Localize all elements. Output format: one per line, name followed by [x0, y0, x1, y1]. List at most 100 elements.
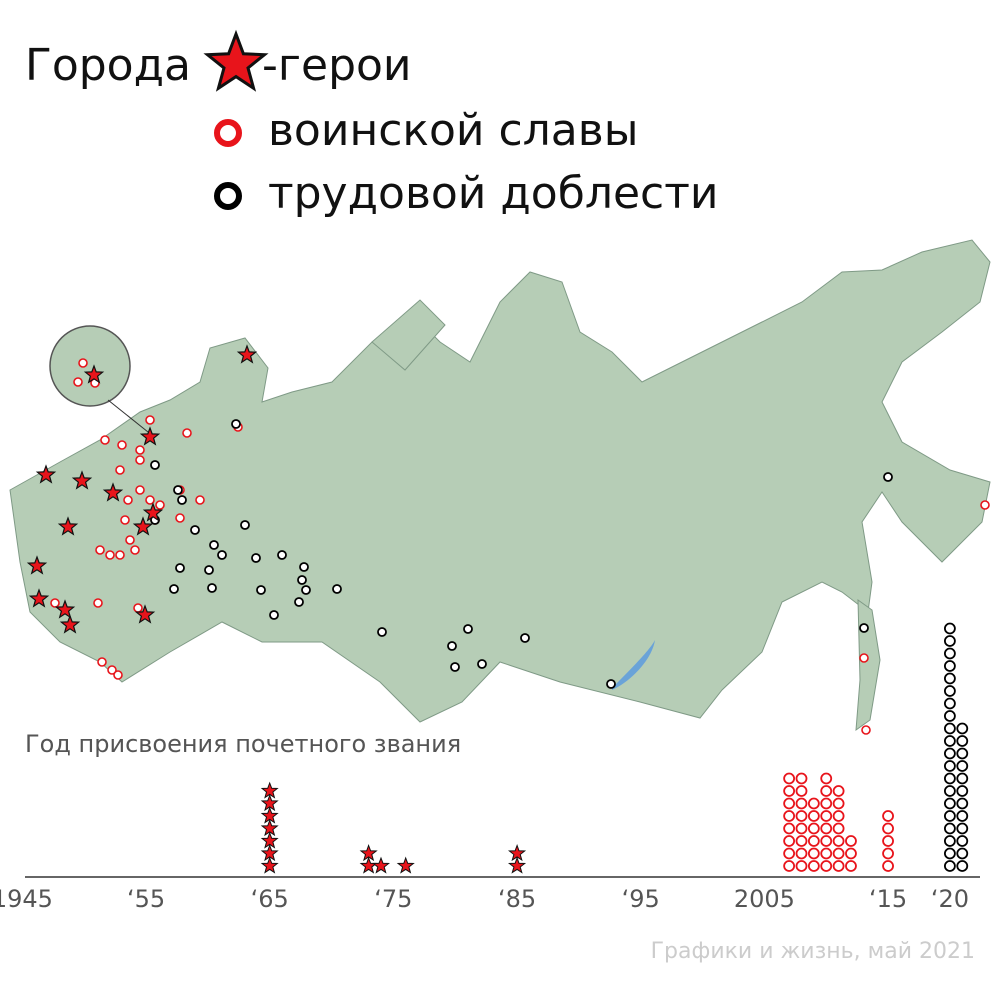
star-symbol: [372, 856, 390, 874]
ring-symbol: [943, 747, 956, 760]
ring-symbol: [795, 810, 808, 822]
ring-symbol: [783, 822, 796, 835]
x-tick-label: ‘20: [931, 885, 969, 913]
star-symbol: [236, 344, 258, 364]
dot-column: [845, 835, 857, 872]
dot-column: [943, 622, 956, 872]
ring-symbol: [943, 860, 956, 872]
ring-symbol: [217, 550, 227, 560]
legend-label: -герои: [262, 40, 412, 91]
dot-column: [359, 844, 378, 874]
ring-symbol: [463, 624, 473, 634]
x-tick-label: ‘95: [622, 885, 660, 913]
dot-column: [372, 856, 390, 874]
dot-column: [956, 722, 969, 872]
star-symbol: [508, 844, 527, 862]
lake-baikal: [612, 640, 655, 690]
ring-symbol: [832, 860, 845, 872]
ring-symbol: [820, 797, 833, 810]
dot-column: [820, 772, 833, 872]
ring-symbol: [269, 610, 279, 620]
ring-symbol: [943, 635, 956, 647]
ring-symbol: [956, 772, 969, 785]
ring-symbol: [956, 835, 969, 847]
ring-symbol: [100, 435, 110, 445]
ring-symbol: [882, 810, 894, 822]
ring-symbol: [807, 860, 820, 872]
ring-symbol: [73, 377, 83, 387]
ring-symbol: [78, 358, 88, 368]
ring-symbol: [956, 860, 969, 872]
ring-symbol: [943, 735, 956, 747]
ring-symbol: [130, 545, 140, 555]
ring-symbol: [807, 847, 820, 860]
sakhalin: [855, 599, 881, 732]
ring-symbol: [956, 822, 969, 835]
ring-symbol: [783, 785, 796, 797]
ring-symbol: [207, 583, 217, 593]
ring-symbol: [377, 627, 387, 637]
legend-label: трудовой доблести: [268, 168, 718, 219]
ring-symbol: [795, 860, 808, 872]
ring-symbol: [214, 119, 242, 147]
star-symbol: [134, 604, 156, 624]
ring-symbol: [943, 697, 956, 710]
ring-symbol: [795, 785, 808, 797]
ring-symbol: [477, 659, 487, 669]
ring-symbol: [943, 772, 956, 785]
x-tick-label: 2005: [734, 885, 795, 913]
ring-symbol: [956, 760, 969, 772]
ring-symbol: [332, 584, 342, 594]
ring-symbol: [150, 460, 160, 470]
ring-symbol: [299, 562, 309, 572]
ring-symbol: [943, 622, 956, 635]
ring-symbol: [177, 495, 187, 505]
ring-symbol: [195, 495, 205, 505]
ring-symbol: [820, 822, 833, 835]
ring-symbol: [190, 525, 200, 535]
ring-symbol: [820, 860, 833, 872]
source: Графики и жизнь, май 2021: [651, 939, 975, 964]
inset-leader: [107, 399, 149, 433]
star-symbol: [508, 856, 527, 874]
ring-symbol: [882, 860, 894, 872]
star-symbol: [132, 516, 154, 536]
ring-symbol: [820, 785, 833, 797]
ring-symbol: [204, 565, 214, 575]
ring-symbol: [861, 725, 871, 735]
star-symbol: [26, 555, 48, 575]
ring-symbol: [301, 585, 311, 595]
star-symbol: [260, 806, 279, 824]
ring-symbol: [256, 585, 266, 595]
star-symbol: [139, 426, 161, 446]
ring-symbol: [447, 641, 457, 651]
ring-symbol: [125, 535, 135, 545]
ring-symbol: [520, 633, 530, 643]
dot-column: [832, 785, 845, 872]
ring-symbol: [883, 472, 893, 482]
ring-symbol: [135, 445, 145, 455]
star-symbol: [35, 464, 57, 484]
ring-symbol: [956, 785, 969, 797]
ring-symbol: [135, 455, 145, 465]
star-symbol: [260, 781, 279, 799]
ring-symbol: [807, 822, 820, 835]
star-symbol: [260, 819, 279, 837]
ring-symbol: [115, 465, 125, 475]
x-tick-label: ‘65: [251, 885, 289, 913]
ring-symbol: [832, 822, 845, 835]
title: Города: [25, 40, 191, 91]
star-symbol: [203, 29, 269, 92]
ring-symbol: [795, 772, 808, 785]
ring-symbol: [297, 575, 307, 585]
ring-symbol: [783, 835, 796, 847]
ring-symbol: [277, 550, 287, 560]
ring-symbol: [145, 415, 155, 425]
ring-symbol: [859, 653, 869, 663]
ring-symbol: [943, 835, 956, 847]
ring-symbol: [783, 810, 796, 822]
ring-symbol: [943, 672, 956, 685]
x-tick-label: ‘85: [498, 885, 536, 913]
